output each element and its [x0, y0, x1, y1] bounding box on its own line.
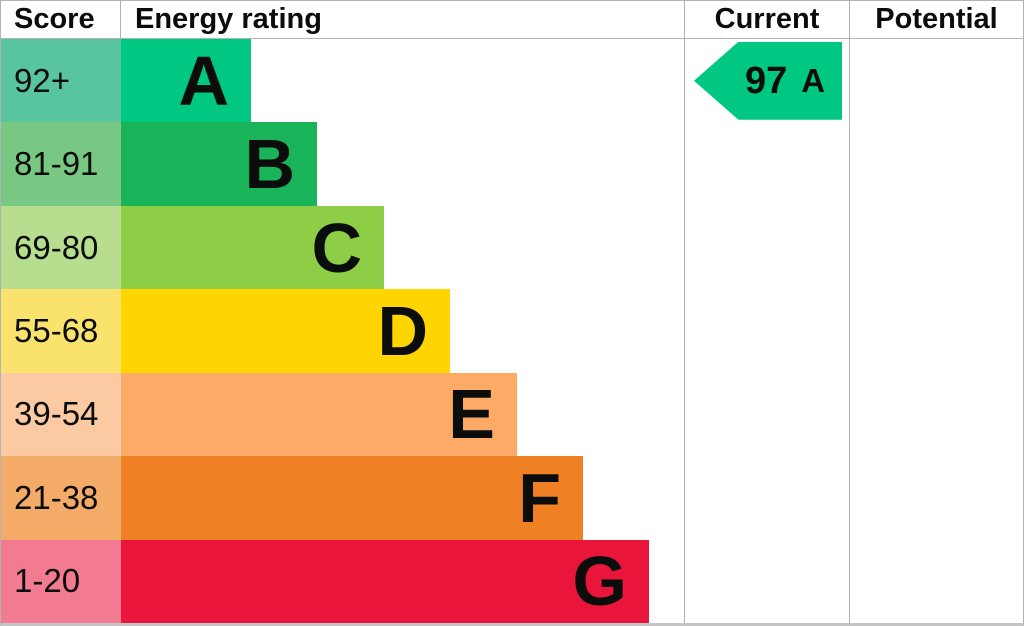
current-cell — [684, 289, 849, 373]
current-rating-arrow: 97 A — [694, 41, 842, 120]
bar-area: E — [121, 372, 684, 457]
current-band-letter: A — [801, 62, 826, 100]
current-cell — [684, 539, 849, 623]
current-cell: 97 A — [684, 39, 849, 123]
potential-cell — [849, 539, 1023, 623]
band-row-d: 55-68 D — [1, 289, 1023, 373]
bar-area: G — [121, 539, 684, 623]
header-potential: Potential — [849, 1, 1023, 38]
potential-cell — [849, 289, 1023, 373]
rating-letter: F — [518, 458, 561, 537]
band-row-a: 92+ A 97 A — [1, 39, 1023, 123]
rating-letter: C — [311, 208, 362, 287]
current-cell — [684, 456, 849, 540]
header-energy-rating: Energy rating — [135, 3, 322, 35]
rating-bar: E — [121, 372, 517, 457]
rating-bar: B — [121, 122, 317, 206]
current-cell — [684, 372, 849, 457]
rating-bar: D — [121, 289, 450, 373]
band-row-g: 1-20 G — [1, 539, 1023, 623]
rating-bar: F — [121, 456, 583, 540]
bar-area: C — [121, 205, 684, 290]
rating-letter: E — [448, 375, 495, 454]
header-row: Score Energy rating Current Potential — [1, 1, 1023, 39]
rating-letter: D — [377, 291, 428, 370]
bar-area: D — [121, 289, 684, 373]
chart-body: 92+ A 97 A 81-91 B — [1, 39, 1023, 623]
bar-area: B — [121, 122, 684, 206]
header-score: Score — [1, 1, 121, 38]
rating-bar: G — [121, 539, 649, 623]
rating-letter: G — [572, 542, 627, 621]
score-cell: 92+ — [1, 39, 121, 123]
current-cell — [684, 205, 849, 290]
rating-letter: A — [178, 41, 229, 120]
potential-cell — [849, 39, 1023, 123]
potential-cell — [849, 372, 1023, 457]
header-current: Current — [684, 1, 849, 38]
score-cell: 39-54 — [1, 372, 121, 457]
current-cell — [684, 122, 849, 206]
score-cell: 81-91 — [1, 122, 121, 206]
band-row-f: 21-38 F — [1, 456, 1023, 540]
score-cell: 21-38 — [1, 456, 121, 540]
rating-bar: C — [121, 205, 384, 290]
bar-area: F — [121, 456, 684, 540]
band-row-b: 81-91 B — [1, 122, 1023, 206]
potential-cell — [849, 456, 1023, 540]
potential-cell — [849, 122, 1023, 206]
score-cell: 55-68 — [1, 289, 121, 373]
band-row-c: 69-80 C — [1, 205, 1023, 290]
rating-letter: B — [244, 125, 295, 204]
band-row-e: 39-54 E — [1, 372, 1023, 457]
bar-area: A — [121, 39, 684, 123]
score-cell: 1-20 — [1, 539, 121, 623]
potential-cell — [849, 205, 1023, 290]
score-cell: 69-80 — [1, 205, 121, 290]
rating-bar: A — [121, 39, 251, 123]
current-score-value: 97 — [744, 59, 788, 102]
